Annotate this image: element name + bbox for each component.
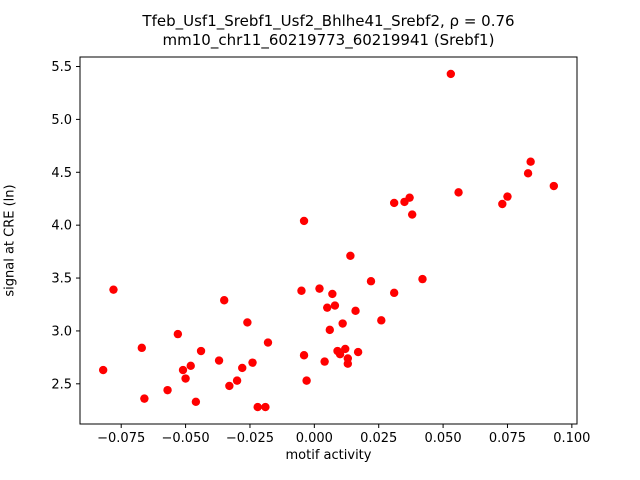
data-point (196, 346, 206, 356)
data-point (330, 301, 340, 310)
data-point (407, 210, 417, 219)
data-point (454, 188, 463, 197)
data-point (446, 69, 456, 79)
y-tick-label: 5.0 (51, 113, 72, 128)
y-tick-label: 3.0 (51, 324, 72, 339)
x-axis-label: motif activity (285, 448, 372, 463)
data-point (353, 347, 363, 357)
x-tick-label: 0.025 (360, 431, 397, 446)
x-tick-label: 0.100 (553, 431, 590, 446)
data-point (232, 376, 242, 385)
data-point (335, 349, 345, 359)
data-point (377, 316, 386, 325)
data-point (225, 381, 234, 391)
data-point (186, 361, 195, 371)
data-point (503, 192, 512, 201)
data-point (238, 363, 247, 373)
data-point (549, 181, 559, 191)
data-point (253, 402, 262, 412)
data-point (181, 374, 190, 383)
data-point (302, 376, 311, 385)
x-tick-label: −0.075 (97, 431, 145, 446)
data-point (526, 157, 535, 166)
y-tick-label: 5.5 (51, 60, 72, 75)
data-point (343, 359, 353, 368)
data-point (325, 325, 334, 335)
x-tick-label: 0.050 (424, 431, 461, 446)
data-point (405, 193, 414, 202)
y-tick-label: 4.0 (51, 219, 72, 234)
chart-title-line2: mm10_chr11_60219773_60219941 (Srebf1) (162, 31, 495, 49)
data-point (109, 285, 118, 294)
data-point (243, 318, 252, 327)
chart-title-line1: Tfeb_Usf1_Srebf1_Usf2_Bhlhe41_Srebf2, ρ … (142, 12, 515, 30)
data-point (163, 385, 172, 395)
data-point (338, 319, 347, 328)
data-point (214, 356, 224, 365)
data-point (498, 199, 507, 209)
data-point (323, 303, 332, 312)
data-point (366, 277, 376, 286)
data-point (248, 358, 257, 367)
data-point (220, 296, 229, 305)
data-point (297, 286, 306, 295)
data-point (341, 344, 350, 354)
data-point (140, 394, 149, 403)
data-point (178, 365, 188, 375)
x-tick-label: 0.075 (489, 431, 526, 446)
data-point (389, 288, 399, 298)
data-point (418, 274, 427, 284)
y-tick-label: 3.5 (51, 272, 72, 287)
data-point (137, 343, 147, 353)
data-point (315, 284, 324, 293)
data-point (346, 251, 355, 261)
y-tick-label: 2.5 (51, 377, 72, 392)
x-tick-label: −0.050 (162, 431, 210, 446)
data-point (351, 306, 360, 316)
data-point (173, 329, 183, 339)
data-point (328, 289, 337, 299)
x-tick-label: −0.025 (226, 431, 274, 446)
y-axis-label: signal at CRE (ln) (2, 184, 18, 297)
y-tick-label: 4.5 (51, 166, 72, 181)
data-point (389, 198, 399, 208)
data-point (261, 402, 270, 412)
data-point (320, 357, 329, 366)
data-point (98, 365, 108, 375)
x-tick-label: 0.000 (296, 431, 333, 446)
plot-frame (79, 56, 578, 425)
data-point (299, 216, 309, 226)
data-point (523, 169, 533, 178)
data-point (191, 397, 201, 406)
data-point (299, 351, 309, 360)
data-point (263, 338, 273, 347)
